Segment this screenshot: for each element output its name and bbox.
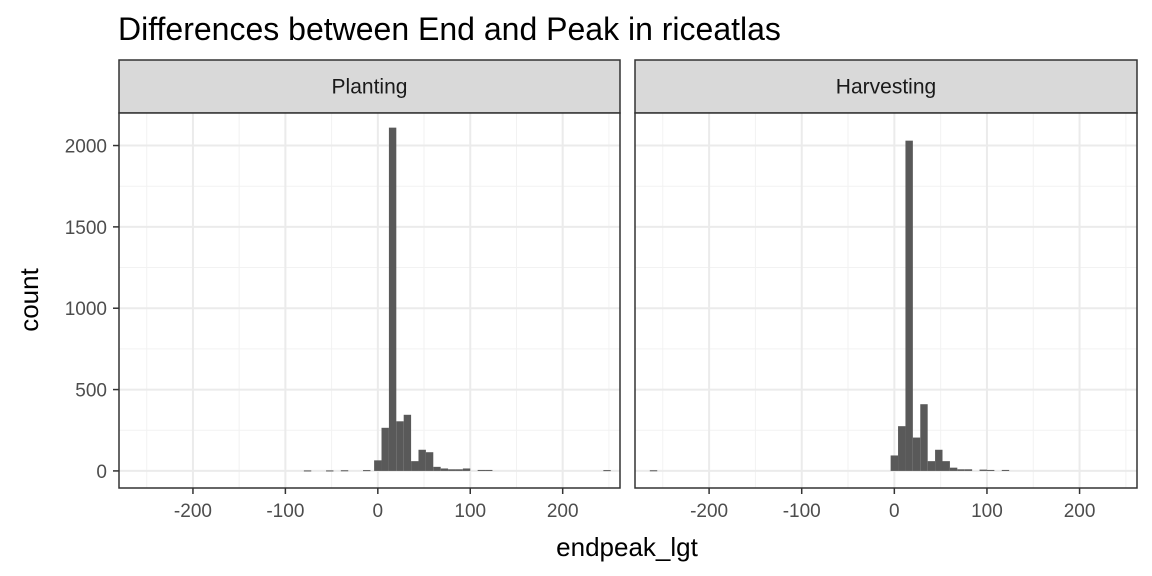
y-tick-label: 1500 [65,218,107,239]
histogram-bar [374,460,382,471]
histogram-bar [477,469,486,471]
x-tick-label: 100 [971,501,1003,522]
histogram-bar [462,468,471,471]
histogram-bar [905,140,913,471]
histogram-bar [927,461,936,471]
y-tick-label: 1000 [65,299,107,320]
histogram-bar [485,469,493,471]
facet-strip-label: Harvesting [836,76,936,99]
x-tick-label: -100 [266,501,304,522]
histogram-bar [912,437,921,471]
histogram-bar [303,470,312,472]
histogram-bar [957,469,965,471]
facet-panel-harvesting: Harvesting -200 -100 0 100 200 [634,59,1138,522]
histogram-bar [649,470,658,472]
histogram-bar [326,470,334,472]
histogram-bar [986,469,995,471]
x-axis-title: endpeak_lgt [556,532,698,562]
x-tick-label: -100 [783,501,821,522]
facet-panel-planting: Planting -200 -100 0 100 200 [118,59,621,522]
histogram-bar [920,404,928,471]
y-axis-title: count [14,267,44,331]
facet-panels: Planting -200 -100 0 100 200 Harvesting -200 -10… [118,59,1138,522]
histogram-bar [979,469,987,471]
histogram-bar [363,470,371,472]
x-tick-label: -200 [690,501,728,522]
histogram-bar [603,470,611,472]
panel-border [634,112,1138,489]
x-tick-label: 200 [1064,501,1096,522]
y-tick-label: 2000 [65,137,107,158]
histogram-bar [381,427,389,471]
histogram-bar [1001,469,1010,471]
histogram-bar [433,466,441,471]
histogram-bar [448,469,456,471]
x-tick-label: 0 [373,501,384,522]
panel-background [119,113,620,488]
facet-strip [118,59,621,114]
histogram-bar [403,414,412,471]
histogram-bar [388,127,397,471]
histogram-bar [890,455,899,471]
x-tick-label: -200 [174,501,212,522]
histogram-bar [935,449,943,471]
histogram-bar [340,470,349,472]
histogram-bar [411,461,419,471]
histogram-bar [455,469,463,471]
histogram-bar [396,421,404,471]
panel-border [118,112,621,489]
x-tick-label: 0 [889,501,900,522]
y-tick-label: 500 [75,381,107,402]
x-tick-label: 200 [547,501,579,522]
histogram-bar [942,461,950,471]
histogram-bar [964,469,973,471]
histogram-bar [898,426,906,471]
facet-strip [634,59,1138,114]
y-tick-label: 0 [96,462,107,483]
histogram-bar [425,452,434,471]
facet-strip-label: Planting [332,76,408,99]
histogram-bar [949,467,958,471]
y-axis: 0 500 1000 1500 2000 [65,137,119,483]
histogram-bar [418,449,426,471]
x-tick-label: 100 [454,501,486,522]
histogram-bar [440,468,449,471]
chart-title: Differences between End and Peak in rice… [118,11,781,47]
panel-background [635,113,1137,488]
